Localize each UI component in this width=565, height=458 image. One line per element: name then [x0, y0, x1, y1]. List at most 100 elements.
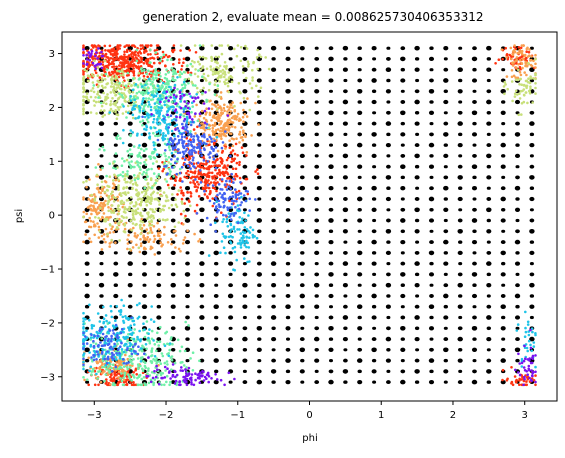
grid-point	[372, 218, 377, 223]
cluster-point	[170, 66, 174, 70]
cluster-point	[137, 67, 141, 71]
cluster-point	[176, 88, 179, 91]
cluster-point	[122, 380, 126, 384]
cluster-point	[168, 383, 171, 387]
cluster-point	[106, 93, 109, 96]
cluster-point	[136, 335, 139, 339]
grid-point	[400, 175, 405, 180]
grid-point	[429, 240, 434, 245]
cluster-point	[149, 53, 152, 56]
cluster-point	[141, 93, 145, 96]
grid-point	[457, 164, 463, 169]
cluster-point	[113, 101, 117, 105]
cluster-point	[163, 121, 167, 124]
grid-point	[256, 261, 262, 266]
cluster-point	[151, 376, 155, 380]
cluster-point	[231, 191, 235, 195]
cluster-point	[82, 342, 85, 346]
grid-point	[98, 250, 105, 256]
cluster-point	[143, 364, 147, 368]
cluster-point	[238, 197, 241, 200]
grid-point	[300, 218, 305, 223]
cluster-point	[109, 53, 113, 56]
cluster-point	[149, 207, 152, 211]
cluster-point	[525, 86, 528, 90]
cluster-point	[148, 48, 152, 52]
cluster-point	[87, 356, 90, 360]
cluster-point	[205, 373, 209, 377]
cluster-point	[116, 134, 120, 137]
cluster-point	[113, 383, 117, 387]
grid-point	[257, 197, 262, 201]
cluster-point	[103, 357, 107, 361]
cluster-point	[122, 304, 126, 308]
cluster-point	[170, 203, 174, 207]
cluster-point	[140, 349, 144, 353]
grid-point	[142, 154, 147, 158]
cluster-point	[228, 106, 232, 109]
cluster-point	[234, 188, 237, 191]
grid-point	[213, 304, 219, 310]
cluster-point	[92, 220, 95, 223]
cluster-point	[176, 76, 179, 79]
cluster-point	[155, 340, 159, 344]
grid-point	[428, 250, 435, 256]
cluster-point	[117, 174, 120, 177]
cluster-point	[134, 210, 138, 213]
cluster-point	[116, 44, 120, 47]
cluster-point	[193, 209, 197, 213]
grid-point	[242, 89, 248, 94]
grid-point	[184, 272, 191, 277]
cluster-point	[178, 167, 182, 171]
cluster-point	[126, 60, 130, 64]
grid-point	[472, 67, 477, 72]
cluster-point	[136, 155, 140, 158]
grid-point	[429, 175, 434, 179]
cluster-point	[259, 86, 263, 90]
cluster-point	[187, 81, 190, 85]
cluster-point	[113, 183, 116, 187]
cluster-point	[227, 185, 230, 188]
cluster-point	[178, 179, 181, 182]
cluster-point	[97, 383, 100, 387]
cluster-point	[525, 47, 529, 51]
cluster-point	[211, 160, 215, 164]
grid-point	[386, 164, 391, 169]
cluster-point	[108, 242, 112, 245]
grid-point	[458, 208, 463, 212]
cluster-point	[100, 248, 104, 251]
cluster-point	[173, 137, 177, 141]
cluster-point	[194, 51, 198, 54]
cluster-point	[205, 98, 208, 102]
cluster-point	[113, 173, 116, 177]
cluster-point	[114, 110, 117, 114]
cluster-point	[143, 186, 146, 190]
grid-point	[443, 175, 449, 180]
cluster-point	[130, 316, 133, 320]
grid-point	[313, 121, 320, 126]
cluster-point	[255, 168, 259, 171]
grid-point	[515, 326, 520, 330]
cluster-point	[111, 197, 114, 201]
grid-point	[385, 250, 391, 256]
cluster-point	[148, 136, 151, 139]
cluster-point	[153, 237, 157, 241]
cluster-point	[97, 355, 100, 358]
cluster-point	[214, 146, 218, 149]
cluster-point	[86, 67, 89, 71]
grid-point	[185, 207, 190, 212]
cluster-point	[245, 235, 248, 239]
cluster-point	[186, 71, 190, 74]
cluster-point	[195, 212, 199, 215]
cluster-point	[522, 57, 525, 61]
grid-point	[199, 304, 205, 309]
grid-point	[343, 89, 348, 94]
cluster-point	[192, 181, 195, 184]
cluster-point	[90, 333, 93, 337]
grid-point	[84, 358, 90, 363]
cluster-point	[99, 341, 102, 344]
grid-point	[443, 283, 449, 288]
cluster-point	[118, 64, 121, 67]
cluster-point	[82, 323, 85, 326]
cluster-point	[135, 134, 139, 137]
